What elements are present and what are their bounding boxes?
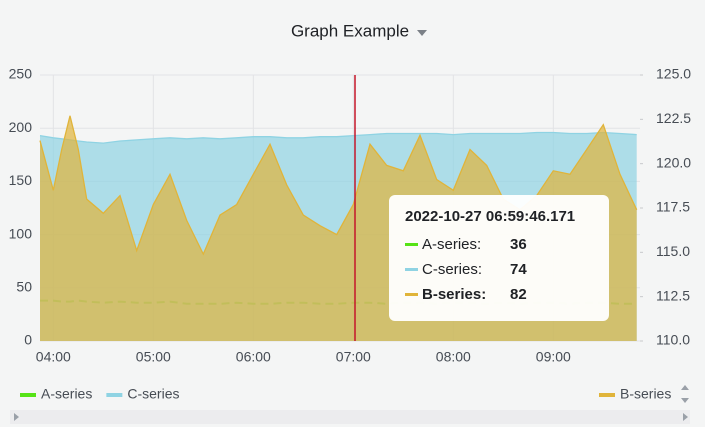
legend-swatch [599, 393, 615, 397]
y2-tick-label: 117.5 [656, 199, 690, 215]
y-tick-label: 100 [9, 225, 33, 241]
tooltip-value: 36 [510, 236, 527, 253]
scroll-track [678, 381, 692, 407]
panel-title[interactable]: Graph Example [291, 21, 409, 40]
series-line [39, 131, 637, 144]
tooltip-value: 82 [510, 286, 527, 303]
h-scroll-track [10, 410, 690, 424]
y2-tick-label: 112.5 [656, 287, 690, 303]
x-tick-label: 09:00 [536, 349, 571, 365]
legend-swatch [20, 393, 36, 397]
y-tick-label: 150 [9, 172, 33, 188]
x-tick-label: 06:00 [236, 349, 271, 365]
scroll-left[interactable] [14, 413, 19, 421]
y-tick-label: 200 [9, 119, 33, 135]
tooltip-value: 74 [510, 261, 527, 278]
legend-scrollbar [10, 381, 692, 424]
title-caret[interactable] [417, 30, 427, 36]
tooltip: 2022-10-27 06:59:46.171 A-series: 36 C-s… [389, 195, 609, 321]
x-tick-label: 05:00 [136, 349, 171, 365]
tooltip-name: A-series: [422, 236, 481, 253]
tooltip-time: 2022-10-27 06:59:46.171 [405, 208, 575, 225]
x-tick-label: 08:00 [436, 349, 471, 365]
tooltip-swatch [405, 243, 418, 246]
y2-tick-label: 110.0 [656, 332, 690, 348]
legend-swatch [106, 393, 123, 397]
scroll-right[interactable] [683, 413, 688, 421]
tooltip-swatch [405, 268, 418, 271]
tooltip-name: B-series: [422, 286, 486, 303]
tooltip-box [389, 195, 609, 321]
y-tick-label: 50 [16, 279, 32, 295]
y-tick-label: 0 [24, 332, 32, 348]
legend-label[interactable]: A-series [41, 386, 92, 402]
scroll-down[interactable] [681, 398, 689, 403]
y-tick-label: 250 [9, 66, 33, 82]
y2-tick-label: 122.5 [656, 110, 691, 126]
x-tick-label: 04:00 [36, 349, 71, 365]
tooltip-name: C-series: [422, 261, 482, 278]
y2-tick-label: 120.0 [656, 154, 691, 170]
y2-tick-label: 125.0 [656, 66, 691, 82]
scroll-up[interactable] [681, 385, 689, 390]
tooltip-swatch [405, 293, 418, 296]
x-tick-label: 07:00 [336, 349, 371, 365]
legend-label[interactable]: B-series [620, 386, 671, 402]
legend-label[interactable]: C-series [127, 386, 179, 402]
y2-tick-label: 115.0 [656, 243, 690, 259]
